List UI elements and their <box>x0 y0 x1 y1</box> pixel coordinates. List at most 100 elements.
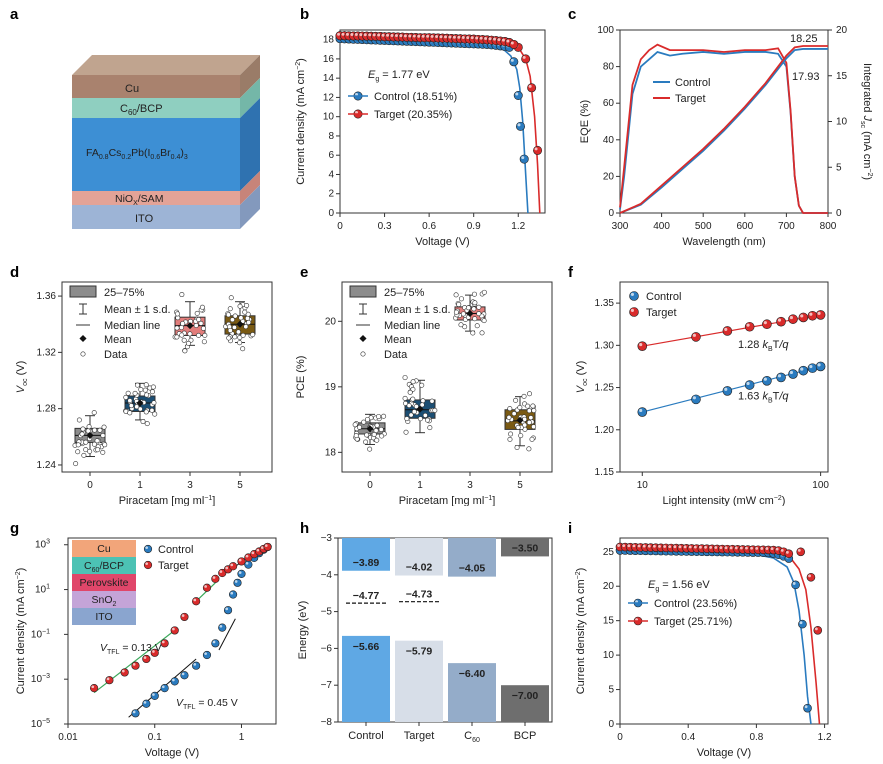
target-marker-highlight <box>363 33 367 37</box>
stack-layer-1 <box>72 557 136 574</box>
data-point <box>196 317 202 323</box>
control-marker <box>691 394 701 405</box>
data-point <box>411 409 417 415</box>
control-marker-highlight <box>800 367 804 371</box>
data-point <box>186 340 192 346</box>
x-axis-label: Wavelength (nm) <box>682 236 765 248</box>
data-point <box>202 332 208 338</box>
y-tick-label: 20 <box>603 581 615 592</box>
jsc-target-value: 18.25 <box>790 33 818 45</box>
jsc-control-value: 17.93 <box>792 71 820 83</box>
series-line-3 <box>619 45 828 214</box>
data-point <box>506 414 512 420</box>
target-marker-highlight <box>439 35 443 39</box>
y-tick-label: 1.32 <box>37 347 57 358</box>
y-tick-label: 60 <box>603 98 615 109</box>
data-point <box>80 426 86 432</box>
y-tick-label: 1.30 <box>595 340 615 351</box>
control-marker <box>509 57 519 67</box>
data-point <box>404 416 410 422</box>
control-marker-highlight <box>181 672 185 676</box>
cu-layer <box>72 75 240 98</box>
target-marker <box>192 597 201 606</box>
annotation-vtfl-target: VTFL = 0.13 V <box>100 642 162 656</box>
data-point <box>410 396 416 402</box>
control-marker <box>519 154 529 164</box>
mean-marker <box>86 431 94 439</box>
data-point <box>514 444 520 450</box>
series-line-2 <box>619 48 828 214</box>
chart-e-pce-box: 18 19 20 0 1 3 5 Piracetam [mg ml−1] PCE (%) 25–7… <box>295 281 553 506</box>
target-marker-highlight <box>181 614 185 617</box>
x-axis-label: Light intensity (mW cm−2) <box>663 495 786 506</box>
target-marker-highlight <box>143 656 147 659</box>
data-point <box>526 446 532 452</box>
y-tick-label: 40 <box>603 135 615 146</box>
mean-marker <box>466 309 474 317</box>
data-point <box>471 291 477 297</box>
x-tick-label: 0.9 <box>467 221 481 232</box>
target-marker <box>131 661 140 670</box>
target-marker-highlight <box>765 547 769 550</box>
target-marker-highlight <box>627 544 631 548</box>
y-tick-label: 10−3 <box>31 673 50 685</box>
data-point <box>232 334 238 340</box>
x-tick-label: 3 <box>467 480 473 491</box>
x-tick-label: 0 <box>87 480 93 491</box>
data-point <box>127 398 133 404</box>
control-marker <box>237 569 246 578</box>
mean-marker <box>366 425 374 433</box>
data-point <box>353 433 359 439</box>
legend-control-label: Control <box>675 77 710 89</box>
data-point <box>403 429 409 435</box>
series-line-0 <box>619 549 812 725</box>
data-point <box>242 309 248 315</box>
data-point <box>75 449 81 455</box>
data-point <box>81 452 87 458</box>
legend-control-label: Control <box>158 544 193 556</box>
target-marker-highlight <box>225 566 229 570</box>
control-marker <box>150 691 159 700</box>
data-point <box>479 330 485 336</box>
legend-control-marker <box>629 291 639 301</box>
legend-data-swatch <box>360 351 366 357</box>
plot-frame <box>341 281 553 473</box>
control-marker-highlight <box>234 580 238 583</box>
annotation-control-slope: 1.63 kBT/q <box>738 390 789 404</box>
data-point <box>476 311 482 317</box>
data-point <box>235 329 241 335</box>
data-point <box>462 324 468 330</box>
target-marker-highlight <box>678 545 682 549</box>
target-marker-highlight <box>390 33 394 37</box>
stack-layer-4 <box>72 608 136 625</box>
vb-label: −7.00 <box>512 690 539 702</box>
control-marker-highlight <box>789 370 793 375</box>
y-tick-label: 15 <box>603 616 615 627</box>
y-tick-label: 1.28 <box>37 404 57 415</box>
control-marker-highlight <box>212 640 216 644</box>
data-point <box>138 387 144 393</box>
data-point <box>101 424 107 430</box>
data-point <box>521 393 527 399</box>
target-marker-highlight <box>212 576 216 579</box>
y-tick-label: −7 <box>321 680 333 691</box>
stack-layer-0 <box>72 540 136 557</box>
ito-side <box>240 185 260 229</box>
panel-label-i: i <box>568 520 573 537</box>
target-marker <box>509 39 519 49</box>
data-point <box>75 442 81 448</box>
data-point <box>374 437 380 443</box>
target-marker <box>263 542 272 552</box>
target-marker-highlight <box>377 33 381 37</box>
x-tick-label: Control <box>348 730 383 742</box>
data-point <box>193 322 199 328</box>
data-point <box>356 424 362 430</box>
bar-vb-1 <box>395 640 443 722</box>
x-tick-label: 400 <box>653 221 670 232</box>
target-marker-highlight <box>647 544 651 548</box>
data-point <box>237 303 243 309</box>
target-marker-highlight <box>251 551 255 555</box>
target-marker-highlight <box>785 550 789 554</box>
vb-label: −5.66 <box>353 641 380 653</box>
legend-control-marker-highlight <box>145 546 148 549</box>
